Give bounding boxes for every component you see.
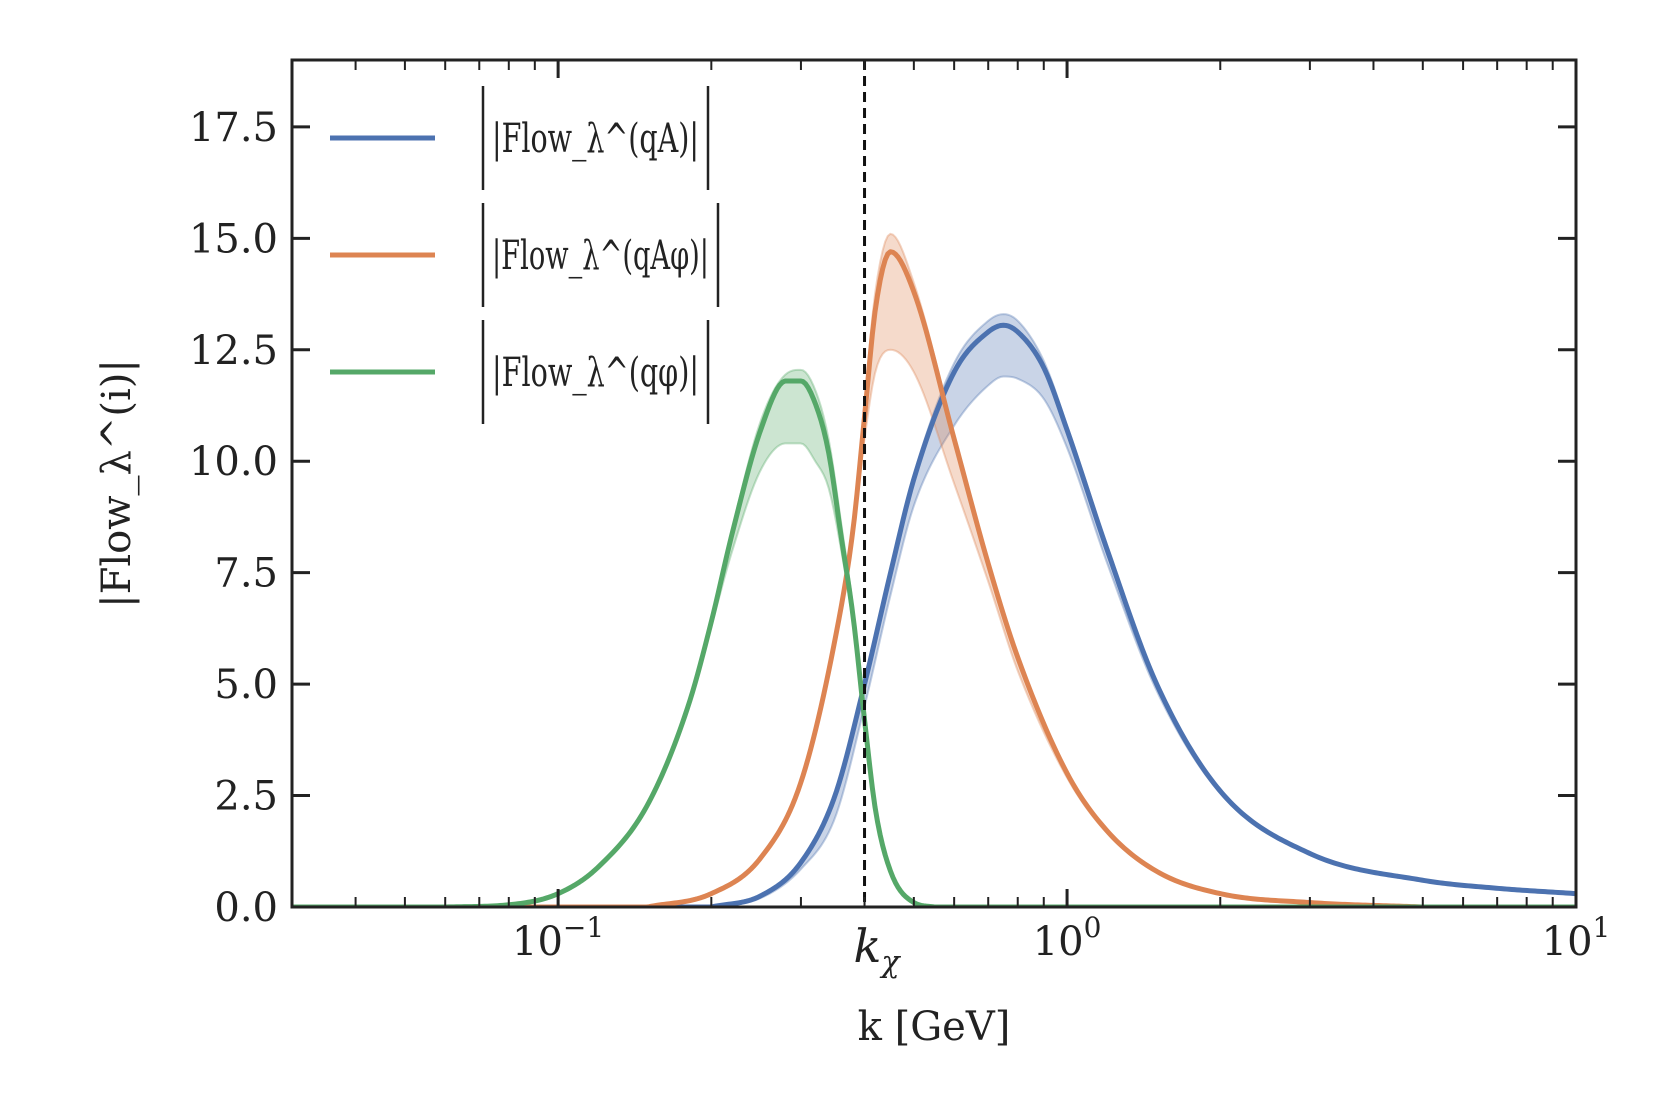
legend: |Flow_λ^(qA)| |Flow_λ^(qAφ)| |Flow_λ^(qφ)| [330, 86, 720, 424]
legend-label: |Flow_λ^(qAφ)| [492, 233, 709, 279]
legend-label: |Flow_λ^(qA)| [492, 116, 699, 162]
band-qa [292, 314, 1576, 907]
y-tick-label: 17.5 [189, 105, 278, 151]
x-tick-label: 101 [1542, 911, 1611, 965]
x-tick-labels: 10−1 100 101 [512, 911, 1610, 965]
band-qaphi [292, 233, 1576, 907]
x-tick-label: 10−1 [512, 911, 604, 965]
x-tick-label: 100 [1033, 911, 1102, 965]
plot-frame [290, 58, 1578, 909]
line-qaphi [292, 249, 1576, 907]
y-tick-label: 15.0 [189, 216, 278, 262]
band-upper-qaphi [292, 232, 1576, 907]
legend-entry-qphi: |Flow_λ^(qφ)| [330, 320, 710, 424]
y-tick-label: 10.0 [189, 439, 278, 485]
y-tick-label: 7.5 [214, 551, 278, 597]
legend-entry-qa: |Flow_λ^(qA)| [330, 86, 710, 190]
line-qa [292, 322, 1576, 907]
k-chi-marker: kχ [853, 60, 901, 980]
uncertainty-bands [292, 232, 1576, 907]
y-axis-label: |Flow_λ^(i)| [94, 359, 140, 608]
axis-ticks [291, 60, 1578, 909]
y-tick-label: 2.5 [214, 774, 278, 820]
y-tick-labels: 0.0 2.5 5.0 7.5 10.0 12.5 15.0 17.5 [189, 105, 278, 931]
legend-label: |Flow_λ^(qφ)| [492, 350, 699, 396]
y-tick-label: 12.5 [189, 328, 278, 374]
legend-entry-qaphi: |Flow_λ^(qAφ)| [330, 203, 720, 307]
plot-border [290, 58, 1578, 909]
y-tick-label: 5.0 [214, 662, 278, 708]
k-chi-label: kχ [853, 919, 901, 980]
x-axis-label: k [GeV] [858, 1004, 1011, 1050]
y-tick-label: 0.0 [214, 885, 278, 931]
band-lower-qphi [292, 442, 1576, 907]
series-lines [292, 249, 1576, 907]
